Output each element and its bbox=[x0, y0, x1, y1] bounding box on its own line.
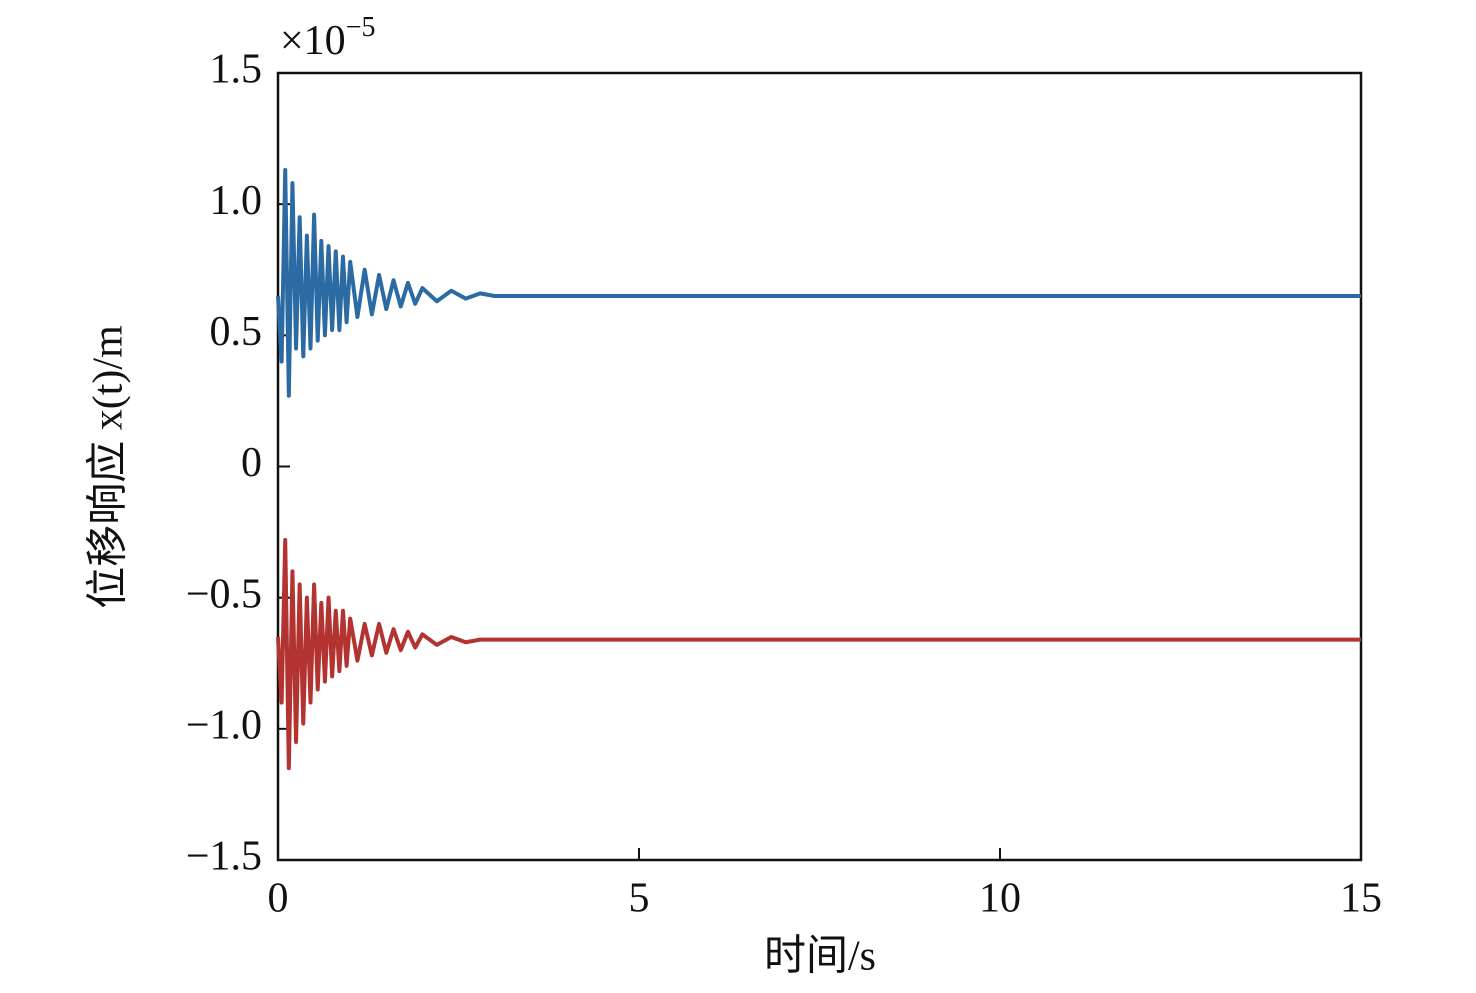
y-tick-label: 0.5 bbox=[210, 309, 263, 355]
y-axis-title: 位移响应 x(t)/m bbox=[85, 325, 132, 609]
data-line bbox=[276, 168, 1361, 398]
plot-frame bbox=[276, 71, 1363, 862]
x-tick-label: 15 bbox=[1340, 876, 1382, 922]
multiplier-exponent: −5 bbox=[346, 12, 376, 43]
y-multiplier: ×10−5 bbox=[280, 12, 375, 63]
y-tick-label: 0 bbox=[241, 440, 262, 486]
multiplier-base: ×10 bbox=[280, 18, 346, 64]
x-axis-title: 时间/s bbox=[764, 934, 876, 980]
data-line bbox=[276, 537, 1361, 771]
x-tick-label: 10 bbox=[979, 876, 1021, 922]
y-tick-label: 1.5 bbox=[210, 47, 263, 93]
x-tick-label: 5 bbox=[629, 876, 650, 922]
y-tick-label: −1.5 bbox=[186, 834, 262, 880]
y-tick-label: −0.5 bbox=[186, 571, 262, 617]
y-tick-label: −1.0 bbox=[186, 702, 262, 748]
x-tick-label: 0 bbox=[268, 876, 289, 922]
y-tick-label: 1.0 bbox=[210, 178, 263, 224]
